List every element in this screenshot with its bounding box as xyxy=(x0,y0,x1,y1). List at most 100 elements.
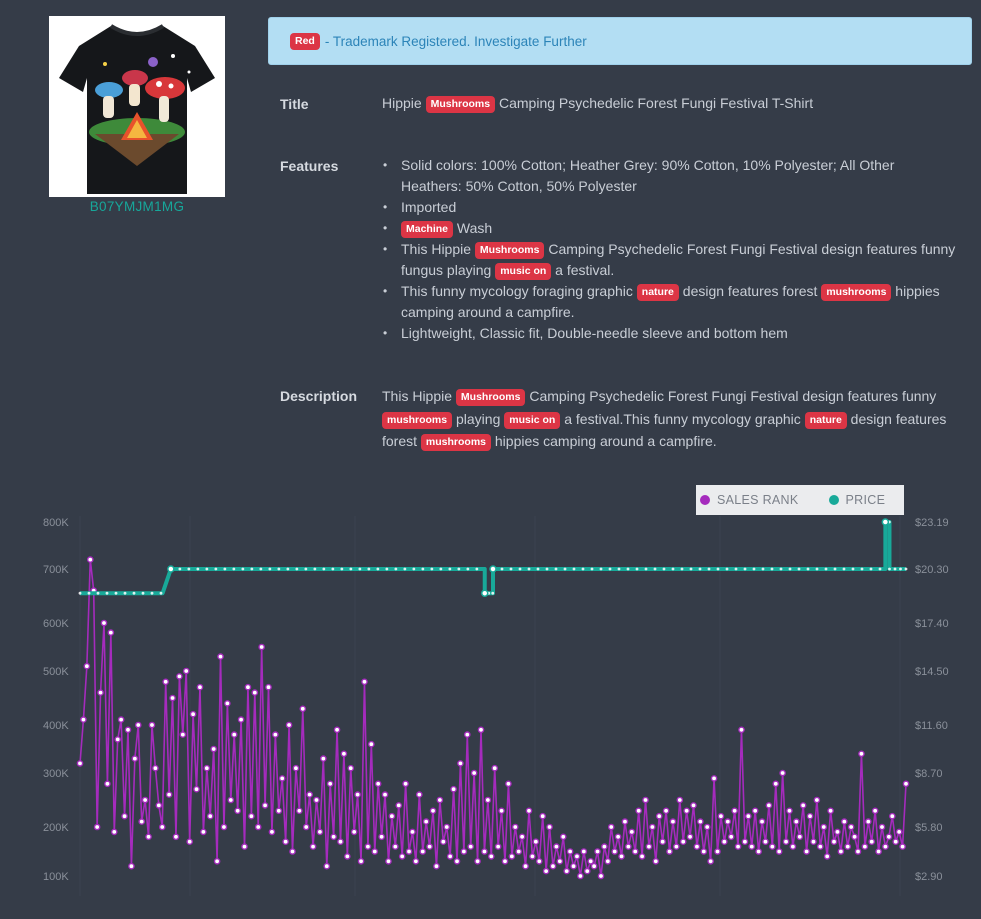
sales-rank-point xyxy=(676,796,684,804)
description-value: This Hippie Mushrooms Camping Psychedeli… xyxy=(382,388,947,451)
sales-rank-point xyxy=(189,710,197,718)
sales-rank-point xyxy=(707,858,714,865)
sales-rank-point xyxy=(751,807,759,815)
sales-rank-point xyxy=(169,694,176,702)
feature-item: Solid colors: 100% Cotton; Heather Grey:… xyxy=(382,155,957,197)
sales-rank-point xyxy=(714,848,721,855)
sales-rank-point xyxy=(587,858,594,865)
y-right-tick-label: $17.40 xyxy=(915,618,949,630)
sales-rank-point xyxy=(368,740,375,748)
price-point xyxy=(439,567,443,571)
sales-rank-point xyxy=(282,838,289,846)
sales-rank-point xyxy=(611,848,618,855)
price-point xyxy=(527,567,531,571)
sales-rank-point xyxy=(796,833,804,841)
sales-rank-point xyxy=(227,796,235,804)
sales-rank-point xyxy=(501,858,509,865)
sales-rank-point xyxy=(861,843,869,850)
price-marker xyxy=(489,565,497,573)
sales-rank-point xyxy=(268,828,276,836)
flagged-word: mushrooms xyxy=(821,284,892,301)
sales-rank-point xyxy=(813,796,821,804)
risk-badge: Red xyxy=(290,32,320,50)
sales-rank-point xyxy=(755,848,762,855)
sales-rank-point xyxy=(138,818,145,825)
sales-rank-point xyxy=(686,833,694,841)
price-point xyxy=(883,520,887,524)
sales-rank-point xyxy=(892,838,900,846)
price-point xyxy=(842,567,846,571)
sales-rank-point xyxy=(745,812,752,820)
sales-rank-point xyxy=(662,807,670,815)
sales-rank-point xyxy=(409,828,416,836)
sales-rank-point xyxy=(899,843,906,850)
price-point xyxy=(509,567,513,571)
legend-sales-rank[interactable]: SALES RANK xyxy=(700,493,799,507)
sales-rank-point xyxy=(320,755,327,762)
sales-rank-point xyxy=(532,838,540,846)
y-left-tick-label: 600K xyxy=(43,618,69,630)
sales-rank-point xyxy=(440,838,447,846)
price-point xyxy=(626,567,630,571)
sales-rank-point xyxy=(871,807,879,815)
price-marker xyxy=(167,565,175,573)
price-point xyxy=(563,567,567,571)
sales-rank-point xyxy=(121,812,128,820)
sales-rank-point xyxy=(392,843,399,850)
sales-rank-point xyxy=(131,755,139,762)
sales-rank-point xyxy=(834,828,841,836)
sales-rank-point xyxy=(631,848,639,855)
sales-rank-point xyxy=(525,807,533,815)
sales-rank-point xyxy=(261,802,269,809)
flagged-word: Mushrooms xyxy=(455,389,526,406)
sales-rank-point xyxy=(357,858,365,865)
sales-rank-point xyxy=(381,791,389,798)
price-point xyxy=(475,567,479,571)
flagged-word: nature xyxy=(804,411,847,429)
flagged-word: music on xyxy=(504,411,561,429)
sales-rank-line xyxy=(79,559,907,877)
price-point xyxy=(491,567,495,571)
price-point xyxy=(671,567,675,571)
price-point xyxy=(761,567,765,571)
price-point xyxy=(214,567,218,571)
sales-rank-point xyxy=(467,843,475,850)
sales-rank-point xyxy=(799,802,807,809)
price-point xyxy=(448,567,452,571)
sales-rank-point xyxy=(450,785,457,793)
sales-rank-point xyxy=(786,807,793,815)
sales-rank-point xyxy=(110,828,118,836)
price-point xyxy=(313,567,317,571)
price-point xyxy=(599,567,603,571)
sales-rank-point xyxy=(888,812,896,820)
sales-rank-point xyxy=(234,807,241,815)
sales-rank-point xyxy=(782,838,790,846)
sales-rank-point xyxy=(806,812,814,820)
price-point xyxy=(500,567,504,571)
price-point xyxy=(716,567,720,571)
sales-rank-point xyxy=(241,843,248,850)
sales-rank-point xyxy=(306,791,313,798)
product-image[interactable] xyxy=(49,16,225,197)
sales-rank-point xyxy=(817,843,824,850)
price-point xyxy=(887,520,891,524)
sales-rank-point xyxy=(354,791,361,798)
price-point xyxy=(259,567,263,571)
sales-rank-point xyxy=(200,828,207,836)
sales-rank-point xyxy=(789,843,797,850)
sales-rank-point xyxy=(128,862,135,870)
sales-rank-point xyxy=(539,812,546,820)
price-point xyxy=(457,567,461,571)
sales-rank-point xyxy=(673,843,680,850)
flagged-word: mushrooms xyxy=(420,434,491,451)
asin-link[interactable]: B07YMJM1MG xyxy=(89,199,185,214)
sales-rank-point xyxy=(114,736,122,743)
sales-rank-point xyxy=(463,731,471,738)
sales-rank-point xyxy=(734,843,742,850)
sales-rank-point xyxy=(748,843,756,850)
sales-rank-point xyxy=(481,848,488,855)
legend-price[interactable]: PRICE xyxy=(828,493,886,507)
sales-rank-point xyxy=(97,689,104,696)
price-point xyxy=(141,591,145,595)
price-point xyxy=(554,567,558,571)
